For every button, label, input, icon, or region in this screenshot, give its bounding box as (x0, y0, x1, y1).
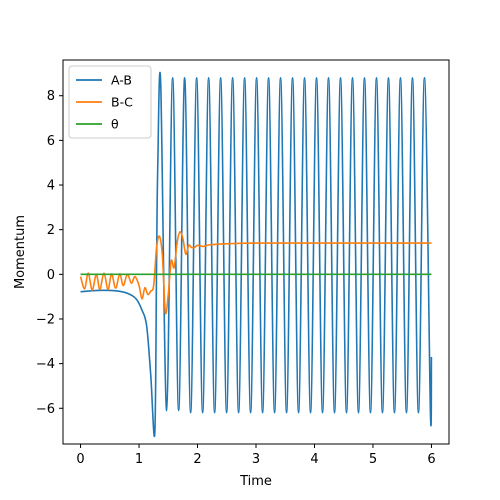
y-tick-label: −6 (36, 402, 55, 417)
y-tick-label: −4 (36, 357, 55, 372)
y-tick-label: 4 (47, 179, 55, 194)
x-tick-label: 5 (369, 452, 377, 467)
x-tick-label: 1 (135, 452, 143, 467)
plot-area (62, 59, 450, 445)
series-layer (79, 71, 433, 438)
y-axis-label: Momentum (13, 215, 28, 289)
y-axis: −6 −4 −2 0 2 4 6 8 (36, 89, 63, 417)
x-axis: 0 1 2 3 4 5 6 (76, 444, 436, 467)
series-line-b-c (79, 231, 432, 315)
legend-entry-label: B-C (111, 95, 133, 110)
y-tick-label: 0 (47, 268, 55, 283)
x-tick-label: 6 (427, 452, 435, 467)
legend-entry-label: A-B (111, 73, 132, 88)
y-tick-label: 8 (47, 89, 55, 104)
y-tick-label: 6 (47, 134, 55, 149)
x-tick-label: 2 (193, 452, 201, 467)
x-axis-label: Time (239, 474, 272, 489)
legend: A-B B-C θ (68, 65, 152, 139)
y-tick-label: −2 (36, 312, 55, 327)
x-tick-label: 4 (310, 452, 318, 467)
legend-entry-label: θ (111, 117, 119, 132)
x-tick-label: 0 (76, 452, 84, 467)
y-tick-label: 2 (47, 223, 55, 238)
series-line-a-b (80, 71, 433, 438)
legend-box (68, 65, 152, 139)
x-tick-label: 3 (252, 452, 260, 467)
